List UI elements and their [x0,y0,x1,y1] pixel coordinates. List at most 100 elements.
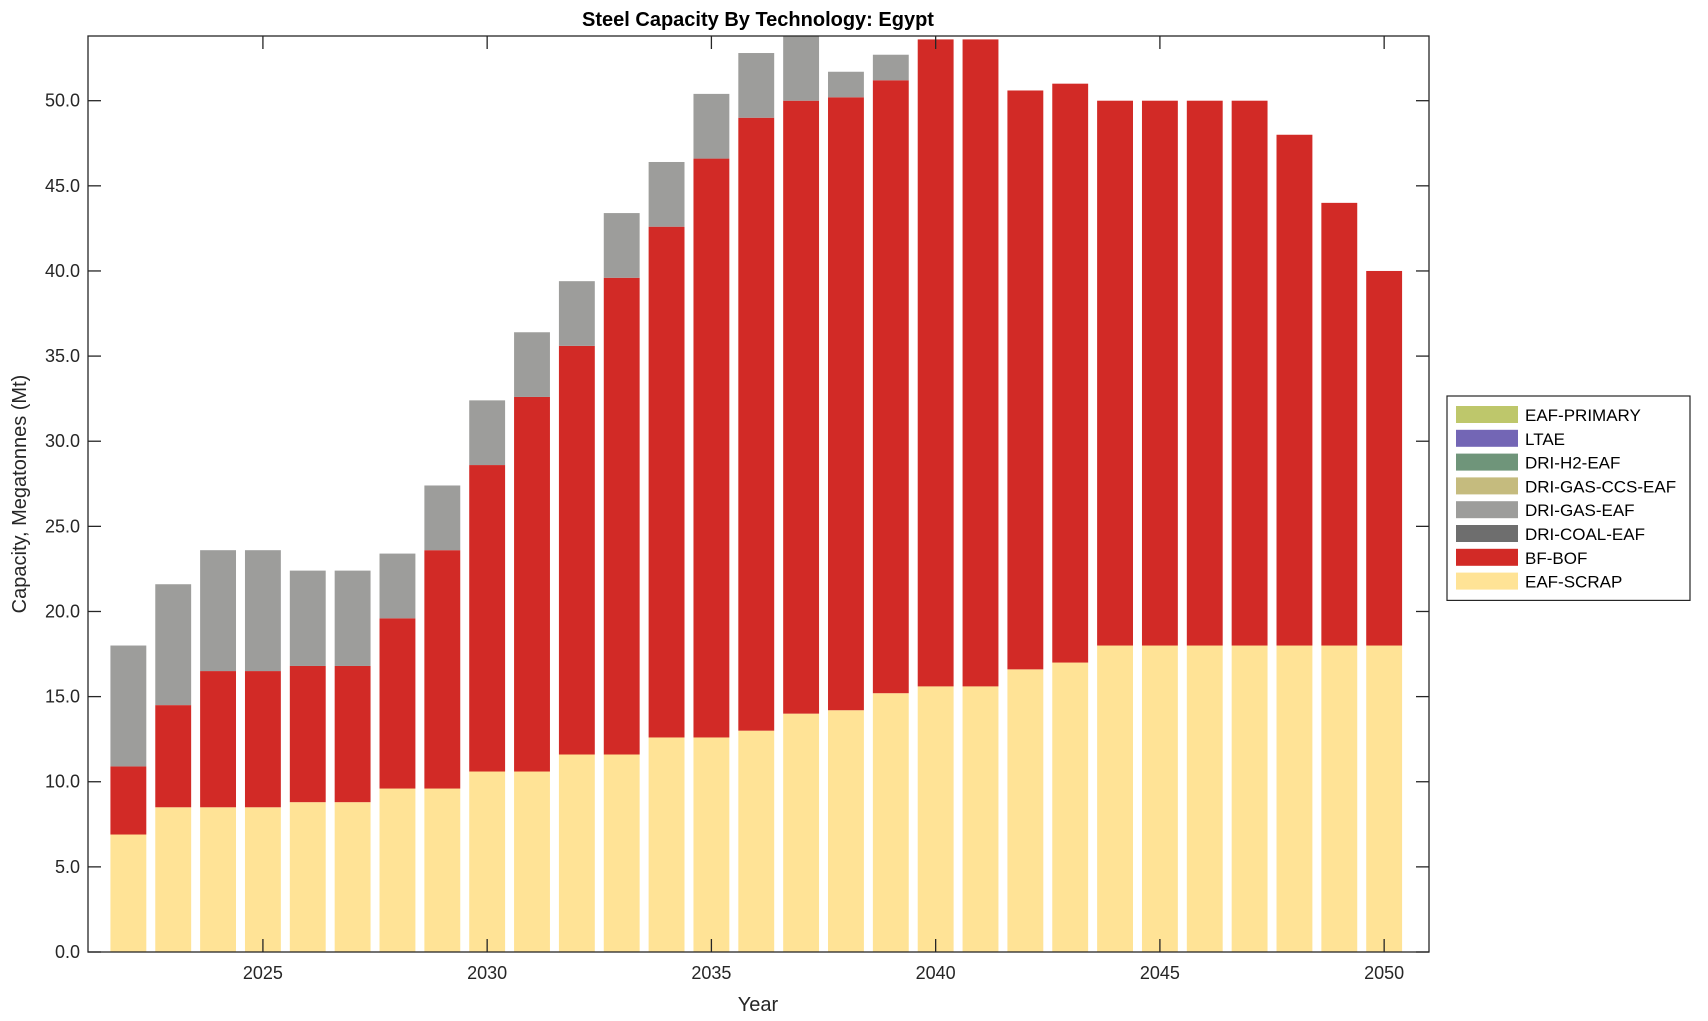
bar-eaf-scrap-2046 [1186,645,1223,952]
bar-eaf-scrap-2033 [603,754,640,952]
bar-bf-bof-2047 [1231,100,1268,646]
y-tick-label: 15.0 [45,687,80,707]
bar-eaf-scrap-2037 [783,713,820,952]
y-tick-label: 5.0 [55,857,80,877]
bar-bf-bof-2030 [469,465,506,772]
bar-eaf-scrap-2028 [379,788,416,952]
bar-bf-bof-2024 [200,671,237,808]
y-tick-label: 45.0 [45,176,80,196]
legend-swatch-bf-bof [1456,548,1518,566]
bar-bf-bof-2025 [244,671,281,808]
bar-dri-gas-eaf-2025 [244,550,281,672]
bar-dri-gas-eaf-2028 [379,553,416,619]
bar-dri-gas-eaf-2022 [110,645,147,767]
bar-bf-bof-2046 [1186,100,1223,646]
legend-label-bf-bof: BF-BOF [1525,549,1587,568]
legend-box [1446,395,1691,601]
y-tick-label: 0.0 [55,942,80,962]
bar-dri-gas-eaf-2037 [783,36,820,101]
legend-swatch-dri-gas-eaf [1456,501,1518,519]
bar-bf-bof-2031 [514,396,550,772]
bar-bf-bof-2038 [828,97,864,711]
legend-swatch-ltae [1456,429,1518,447]
bar-bf-bof-2044 [1097,100,1133,646]
bar-eaf-scrap-2038 [828,710,864,952]
bar-bf-bof-2037 [783,100,820,714]
x-axis: 2025 2030 2035 2040 2045 2050 [243,36,1404,983]
bar-eaf-scrap-2044 [1097,645,1133,952]
bar-eaf-scrap-2039 [872,693,909,952]
bar-dri-gas-eaf-2027 [334,570,371,666]
bar-dri-gas-eaf-2034 [648,161,685,227]
legend-swatch-eaf-primary [1456,406,1518,423]
bar-dri-gas-eaf-2031 [514,332,550,397]
bar-bf-bof-2048 [1276,134,1313,646]
bar-bf-bof-2049 [1321,202,1358,646]
y-axis-label: Capacity, Megatonnes (Mt) [9,375,31,614]
bar-dri-gas-eaf-2033 [603,213,640,278]
bar-bf-bof-2035 [693,158,730,738]
bar-bf-bof-2033 [603,277,640,755]
bar-bf-bof-2043 [1052,83,1089,663]
bar-bf-bof-2026 [289,665,326,803]
x-tick-label: 2025 [243,963,283,983]
x-tick-label: 2035 [691,963,731,983]
legend-label-dri-gas-ccs-eaf: DRI-GAS-CCS-EAF [1525,477,1676,496]
y-tick-label: 25.0 [45,516,80,536]
bar-eaf-scrap-2031 [514,771,550,952]
bar-dri-gas-eaf-2029 [424,485,461,551]
bar-bf-bof-2022 [110,766,147,835]
legend-label-eaf-primary: EAF-PRIMARY [1525,406,1641,425]
y-axis: 0.0 5.0 10.0 15.0 20.0 25.0 30.0 35.0 40.0 45.0 50… [45,91,1429,962]
bar-dri-gas-eaf-2024 [200,550,237,672]
y-tick-label: 50.0 [45,91,80,111]
bar-eaf-scrap-2025 [244,807,281,952]
legend-label-dri-gas-eaf: DRI-GAS-EAF [1525,501,1635,520]
bar-bf-bof-2039 [872,80,909,694]
legend-swatch-eaf-scrap [1456,572,1518,590]
bar-eaf-scrap-2032 [558,754,595,952]
y-tick-label: 40.0 [45,261,80,281]
bar-bf-bof-2028 [379,618,416,789]
bar-dri-gas-eaf-2030 [469,400,506,466]
legend-swatch-dri-gas-ccs-eaf [1456,477,1518,495]
bar-bf-bof-2040 [917,39,954,687]
bar-bf-bof-2034 [648,226,685,738]
x-axis-label: Year [738,994,779,1016]
bar-eaf-scrap-2034 [648,737,685,952]
bar-eaf-scrap-2049 [1321,645,1358,952]
bar-eaf-scrap-2036 [738,730,775,952]
bar-dri-gas-eaf-2026 [289,570,326,666]
bar-eaf-scrap-2022 [110,834,147,952]
legend-label-dri-h2-eaf: DRI-H2-EAF [1525,454,1620,473]
bar-eaf-scrap-2027 [334,802,371,952]
bar-dri-gas-eaf-2038 [828,71,864,98]
bar-eaf-scrap-2023 [155,807,192,952]
bar-eaf-scrap-2047 [1231,645,1268,952]
bar-eaf-scrap-2048 [1276,645,1313,952]
bar-eaf-scrap-2024 [200,807,237,952]
bar-eaf-scrap-2026 [289,802,326,952]
bar-dri-gas-eaf-2032 [558,281,595,346]
bar-eaf-scrap-2035 [693,737,730,952]
x-tick-label: 2045 [1140,963,1180,983]
bars-layer [110,36,1403,952]
bar-bf-bof-2045 [1141,100,1178,646]
y-tick-label: 20.0 [45,601,80,621]
bar-eaf-scrap-2041 [962,686,999,952]
bar-bf-bof-2027 [334,665,371,803]
bar-eaf-scrap-2040 [917,686,954,952]
y-tick-label: 35.0 [45,346,80,366]
bar-eaf-scrap-2045 [1141,645,1178,952]
bar-bf-bof-2032 [558,345,595,755]
bar-bf-bof-2050 [1366,270,1403,646]
y-tick-label: 30.0 [45,431,80,451]
y-tick-label: 10.0 [45,772,80,792]
bar-dri-gas-eaf-2023 [155,584,192,706]
x-tick-label: 2050 [1364,963,1404,983]
legend-label-eaf-scrap: EAF-SCRAP [1525,573,1622,592]
bar-dri-gas-eaf-2036 [738,53,775,118]
legend-label-dri-coal-eaf: DRI-COAL-EAF [1525,525,1645,544]
bar-bf-bof-2023 [155,705,192,808]
legend-swatch-dri-coal-eaf [1456,525,1518,542]
